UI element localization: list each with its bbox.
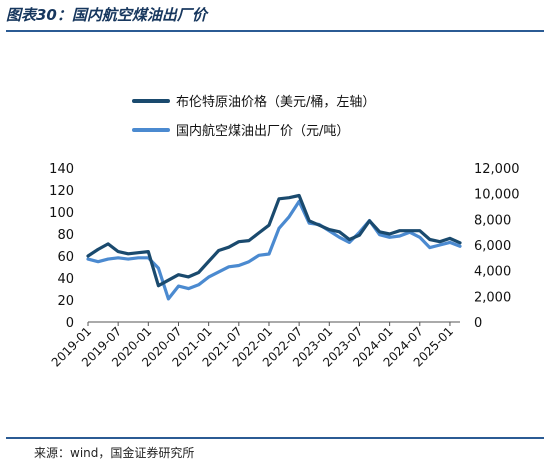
source-rule	[6, 437, 544, 439]
series-line-brent	[86, 193, 462, 288]
figure-title: 图表30：国内航空煤油出厂价	[6, 6, 207, 24]
series-lines	[86, 193, 462, 301]
legend-label: 国内航空煤油出厂价（元/吨）	[176, 123, 349, 139]
y-left-tick-label: 80	[57, 228, 74, 243]
y-right-tick-label: 0	[474, 316, 482, 331]
source-note: 来源：wind，国金证券研究所	[34, 446, 195, 460]
legend-label: 布伦特原油价格（美元/桶，左轴）	[176, 94, 375, 110]
y-left-tick-label: 60	[57, 250, 74, 265]
y-left-tick-label: 20	[57, 294, 74, 309]
axes: 0 20 40 60 80 100 120 140 0 2,000 4,000 6,000 8,000 1…	[49, 162, 520, 370]
line-chart: 布伦特原油价格（美元/桶，左轴） 国内航空煤油出厂价（元/吨） 0 20 40 60 80…	[49, 94, 520, 370]
title-rule	[6, 30, 544, 32]
y-left-tick-label: 100	[49, 206, 74, 221]
y-left-tick-label: 0	[66, 316, 74, 331]
y-right-tick-label: 8,000	[474, 213, 511, 228]
y-right-tick-label: 10,000	[474, 188, 520, 203]
y-right-tick-label: 4,000	[474, 265, 511, 280]
y-right-tick-label: 2,000	[474, 290, 511, 305]
y-right-tick-label: 12,000	[474, 162, 520, 177]
y-left-tick-label: 40	[57, 272, 74, 287]
legend: 布伦特原油价格（美元/桶，左轴） 国内航空煤油出厂价（元/吨）	[132, 94, 375, 139]
y-right-tick-label: 6,000	[474, 239, 511, 254]
y-left-tick-label: 140	[49, 162, 74, 177]
y-left-tick-label: 120	[49, 184, 74, 199]
